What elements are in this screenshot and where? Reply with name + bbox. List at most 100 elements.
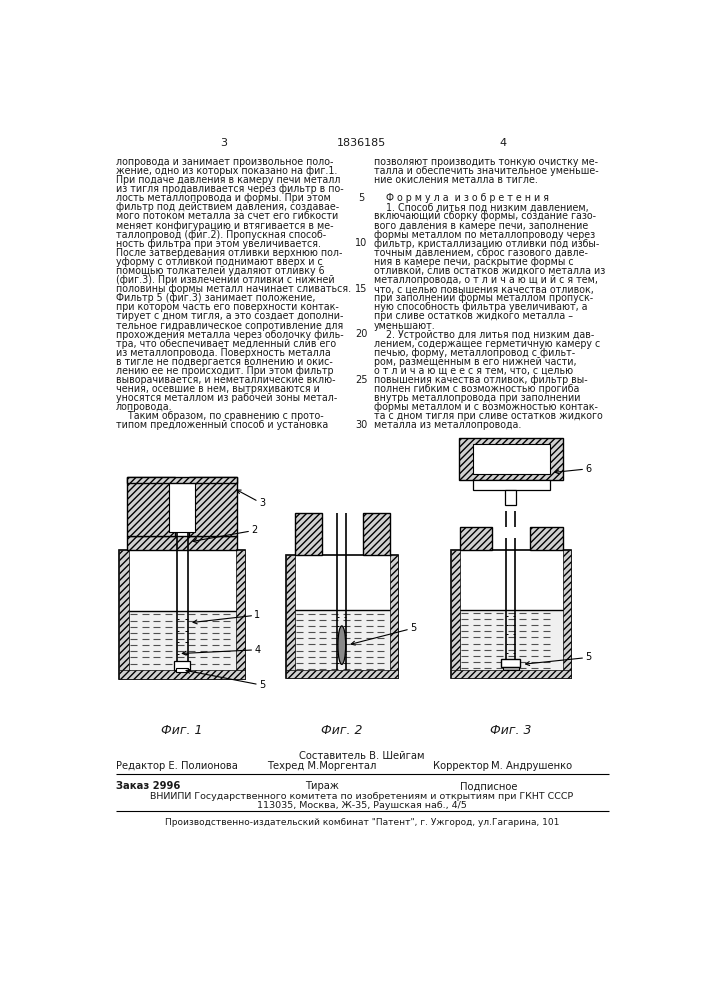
Text: 5: 5: [351, 623, 416, 645]
Bar: [119, 670, 245, 679]
Text: чения, осевшие в нем, вытряхиваются и: чения, осевшие в нем, вытряхиваются и: [115, 384, 320, 394]
Text: 5: 5: [525, 652, 591, 666]
Text: вого давления в камере печи, заполнение: вого давления в камере печи, заполнение: [373, 221, 588, 231]
Text: лению ее не происходит. При этом фильтр: лению ее не происходит. При этом фильтр: [115, 366, 333, 376]
Text: Заказ 2996: Заказ 2996: [115, 781, 180, 791]
Text: печью, форму, металлопровод с фильт-: печью, форму, металлопровод с фильт-: [373, 348, 575, 358]
Text: включающий сборку формы, создание газо-: включающий сборку формы, создание газо-: [373, 211, 595, 221]
Bar: [119, 550, 129, 679]
Text: 25: 25: [355, 375, 368, 385]
Bar: [169, 480, 195, 532]
Text: при котором часть его поверхности контак-: при котором часть его поверхности контак…: [115, 302, 338, 312]
Bar: [473, 444, 549, 474]
Text: 1. Способ литья под низким давлением,: 1. Способ литья под низким давлением,: [373, 202, 588, 212]
Text: Фильтр 5 (фиг.3) занимает положение,: Фильтр 5 (фиг.3) занимает положение,: [115, 293, 315, 303]
Text: позволяют производить тонкую очистку ме-: позволяют производить тонкую очистку ме-: [373, 157, 597, 167]
Text: После затвердевания отливки верхнюю пол-: После затвердевания отливки верхнюю пол-: [115, 248, 342, 258]
Text: типом предложенный способ и установка: типом предложенный способ и установка: [115, 420, 328, 430]
Text: Таким образом, по сравнению с прото-: Таким образом, по сравнению с прото-: [115, 411, 323, 421]
Text: 3: 3: [221, 138, 228, 148]
Text: 5: 5: [358, 193, 364, 203]
Text: Тираж: Тираж: [305, 781, 339, 791]
Text: тирует с дном тигля, а это создает дополни-: тирует с дном тигля, а это создает допол…: [115, 311, 343, 321]
Bar: [530, 527, 563, 550]
Bar: [286, 670, 398, 678]
Text: 4: 4: [182, 645, 260, 655]
Text: ние окисления металла в тигле.: ние окисления металла в тигле.: [373, 175, 537, 185]
Text: 5: 5: [186, 669, 265, 690]
Text: Редактор Е. Полионова: Редактор Е. Полионова: [115, 761, 238, 771]
Text: меняет конфигурацию и втягивается в ме-: меняет конфигурацию и втягивается в ме-: [115, 221, 333, 231]
Text: ную способность фильтра увеличивают, а: ную способность фильтра увеличивают, а: [373, 302, 587, 312]
Text: 2. Устройство для литья под низким дав-: 2. Устройство для литья под низким дав-: [373, 330, 594, 340]
Text: Подписное: Подписное: [460, 781, 518, 791]
Text: ность фильтра при этом увеличивается.: ность фильтра при этом увеличивается.: [115, 239, 320, 249]
Bar: [235, 550, 245, 679]
Text: формы металлом и с возможностью контак-: формы металлом и с возможностью контак-: [373, 402, 597, 412]
Text: точным давлением, сброс газового давле-: точным давлением, сброс газового давле-: [373, 248, 588, 258]
Text: 2: 2: [193, 525, 257, 542]
Text: Фиг. 2: Фиг. 2: [321, 724, 363, 737]
Bar: [460, 527, 492, 550]
Text: при сливе остатков жидкого металла –: при сливе остатков жидкого металла –: [373, 311, 573, 321]
Text: 3: 3: [237, 490, 265, 508]
Text: лопровода.: лопровода.: [115, 402, 172, 412]
Bar: [504, 527, 518, 538]
Text: фильтр, кристаллизацию отливки под избы-: фильтр, кристаллизацию отливки под избы-: [373, 239, 599, 249]
Bar: [189, 477, 237, 536]
Text: лением, содержащее герметичную камеру с: лением, содержащее герметичную камеру с: [373, 339, 600, 349]
Text: помощью толкателей удаляют отливку 6: помощью толкателей удаляют отливку 6: [115, 266, 324, 276]
Text: таллопровод (фиг.2). Пропускная способ-: таллопровод (фиг.2). Пропускная способ-: [115, 230, 326, 240]
Text: уносятся металлом из рабочей зоны метал-: уносятся металлом из рабочей зоны метал-: [115, 393, 337, 403]
Text: жение, одно из которых показано на фиг.1.: жение, одно из которых показано на фиг.1…: [115, 166, 337, 176]
Text: 15: 15: [355, 284, 368, 294]
Text: Фиг. 3: Фиг. 3: [490, 724, 532, 737]
Text: 30: 30: [355, 420, 368, 430]
Text: 4: 4: [499, 138, 506, 148]
Bar: [363, 513, 390, 555]
Text: внутрь металлопровода при заполнении: внутрь металлопровода при заполнении: [373, 393, 580, 403]
Text: из металлопровода. Поверхность металла: из металлопровода. Поверхность металла: [115, 348, 330, 358]
Bar: [119, 550, 245, 679]
Text: уменьшают.: уменьшают.: [373, 321, 436, 331]
Text: что, с целью повышения качества отливок,: что, с целью повышения качества отливок,: [373, 284, 593, 294]
Text: уформу с отливкой поднимают вверх и с: уформу с отливкой поднимают вверх и с: [115, 257, 322, 267]
Text: фильтр под действием давления, создавае-: фильтр под действием давления, создавае-: [115, 202, 339, 212]
Text: 1836185: 1836185: [337, 138, 387, 148]
Text: формы металлом по металлопроводу через: формы металлом по металлопроводу через: [373, 230, 595, 240]
Text: 1: 1: [193, 610, 260, 624]
Text: 113035, Москва, Ж-35, Раушская наб., 4/5: 113035, Москва, Ж-35, Раушская наб., 4/5: [257, 801, 467, 810]
Text: половины формы металл начинает сливаться.: половины формы металл начинает сливаться…: [115, 284, 351, 294]
Text: Фиг. 1: Фиг. 1: [161, 724, 203, 737]
Text: Техред М.Моргентал: Техред М.Моргентал: [267, 761, 376, 771]
Bar: [460, 610, 563, 670]
Text: Ф о р м у л а  и з о б р е т е н и я: Ф о р м у л а и з о б р е т е н и я: [373, 193, 549, 203]
Text: Производственно-издательский комбинат "Патент", г. Ужгород, ул.Гагарина, 101: Производственно-издательский комбинат "П…: [165, 818, 559, 827]
Text: тра, что обеспечивает медленный слив его: тра, что обеспечивает медленный слив его: [115, 339, 336, 349]
Bar: [176, 668, 188, 672]
Text: полнен гибким с возможностью прогиба: полнен гибким с возможностью прогиба: [373, 384, 579, 394]
Bar: [175, 661, 190, 670]
Bar: [127, 477, 237, 483]
Text: отливкой, слив остатков жидкого металла из: отливкой, слив остатков жидкого металла …: [373, 266, 604, 276]
Bar: [129, 611, 235, 670]
Bar: [390, 555, 398, 678]
Text: прохождения металла через оболочку филь-: прохождения металла через оболочку филь-: [115, 330, 343, 340]
Ellipse shape: [338, 626, 346, 664]
Text: ния в камере печи, раскрытие формы с: ния в камере печи, раскрытие формы с: [373, 257, 573, 267]
Text: о т л и ч а ю щ е е с я тем, что, с целью: о т л и ч а ю щ е е с я тем, что, с цель…: [373, 366, 573, 376]
Text: та с дном тигля при сливе остатков жидкого: та с дном тигля при сливе остатков жидко…: [373, 411, 602, 421]
Text: талла и обеспечить значительное уменьше-: талла и обеспечить значительное уменьше-: [373, 166, 598, 176]
Bar: [295, 513, 322, 555]
Bar: [473, 480, 549, 490]
Text: тельное гидравлическое сопротивление для: тельное гидравлическое сопротивление для: [115, 321, 343, 331]
Bar: [563, 550, 571, 678]
Bar: [286, 555, 398, 678]
Bar: [286, 555, 295, 678]
Bar: [295, 610, 390, 670]
Bar: [503, 667, 518, 670]
Bar: [451, 670, 571, 678]
Bar: [451, 550, 571, 678]
Text: выворачивается, и неметаллические вклю-: выворачивается, и неметаллические вклю-: [115, 375, 335, 385]
Bar: [127, 536, 237, 550]
